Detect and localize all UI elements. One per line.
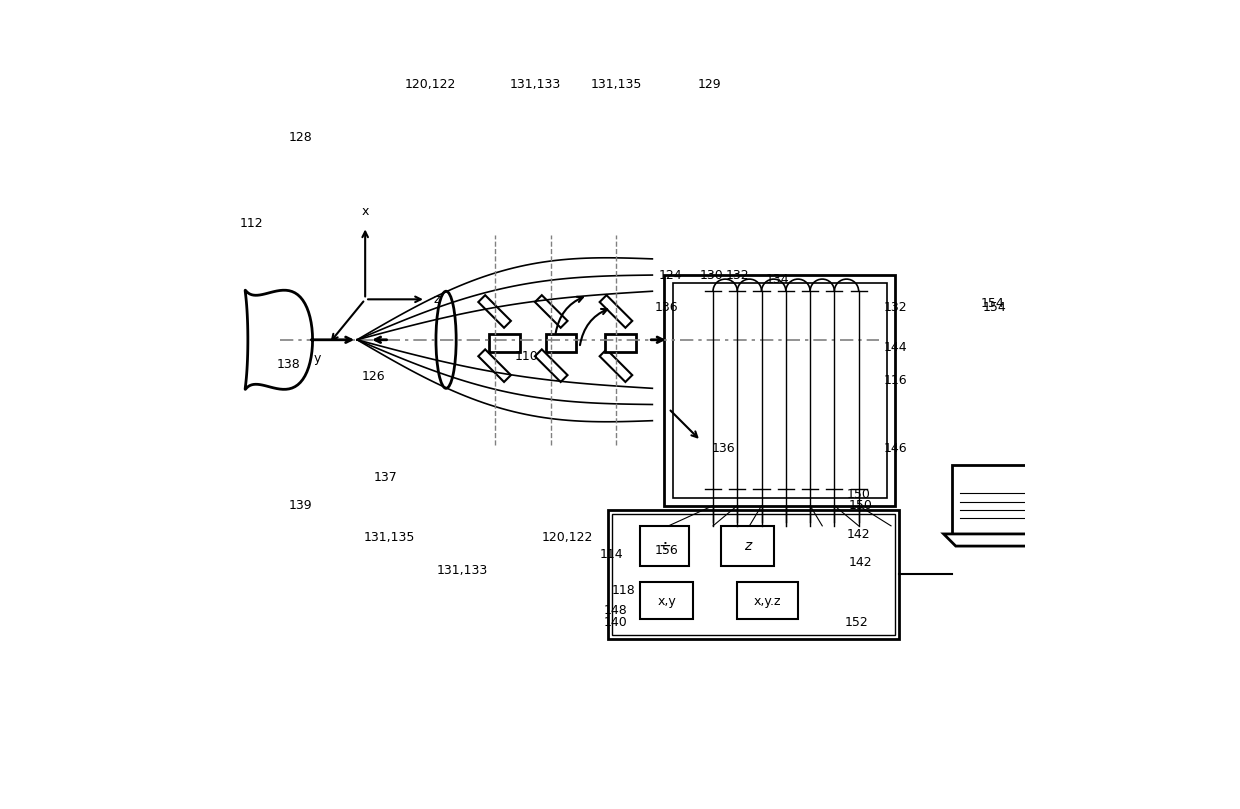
- Text: 131,135: 131,135: [590, 78, 641, 91]
- Text: 118: 118: [613, 584, 636, 597]
- Polygon shape: [944, 534, 1040, 546]
- Text: 138: 138: [277, 358, 300, 371]
- Text: 116: 116: [883, 374, 906, 387]
- Text: z: z: [744, 539, 751, 553]
- Text: 120,122: 120,122: [542, 532, 593, 544]
- Bar: [605, 334, 636, 352]
- Text: 131,135: 131,135: [363, 532, 415, 544]
- Text: 124: 124: [660, 269, 683, 282]
- Bar: [738, 582, 799, 619]
- Bar: [672, 283, 887, 498]
- Polygon shape: [479, 349, 511, 382]
- Text: 154: 154: [982, 301, 1007, 314]
- Text: 112: 112: [241, 217, 264, 230]
- Polygon shape: [600, 349, 632, 382]
- Bar: [546, 334, 577, 352]
- Text: z: z: [434, 293, 440, 306]
- Text: y: y: [314, 352, 321, 365]
- Text: 139: 139: [289, 499, 312, 512]
- Text: 132: 132: [883, 301, 906, 314]
- Text: 137: 137: [373, 471, 397, 484]
- Bar: [489, 334, 520, 352]
- Ellipse shape: [436, 291, 456, 388]
- Polygon shape: [534, 295, 568, 328]
- Text: 156: 156: [655, 544, 678, 557]
- Text: 150: 150: [848, 499, 872, 512]
- Bar: [951, 465, 1033, 534]
- Text: 136: 136: [712, 443, 735, 455]
- Text: 132: 132: [725, 269, 749, 282]
- Text: ÷: ÷: [658, 539, 671, 553]
- Text: 154: 154: [981, 298, 1004, 311]
- Polygon shape: [534, 349, 568, 382]
- Text: 131,133: 131,133: [510, 78, 560, 91]
- Text: 140: 140: [604, 616, 627, 629]
- Bar: [640, 582, 693, 619]
- Text: 148: 148: [604, 604, 627, 617]
- Text: x,y: x,y: [657, 595, 676, 608]
- Text: 152: 152: [846, 616, 869, 629]
- Text: 134: 134: [766, 273, 790, 286]
- Text: 110: 110: [515, 350, 539, 363]
- Text: 131,133: 131,133: [436, 564, 487, 577]
- Bar: [640, 526, 688, 566]
- Text: 136: 136: [655, 301, 678, 314]
- Polygon shape: [600, 295, 632, 328]
- Text: 128: 128: [289, 131, 312, 144]
- Text: 129: 129: [697, 78, 720, 91]
- Text: 146: 146: [883, 443, 906, 455]
- Text: 130: 130: [699, 269, 723, 282]
- Bar: [665, 275, 895, 506]
- Text: 150: 150: [847, 488, 870, 501]
- Text: x: x: [362, 205, 368, 218]
- Bar: [611, 514, 895, 635]
- Text: 142: 142: [848, 556, 872, 569]
- Polygon shape: [479, 295, 511, 328]
- Bar: [722, 526, 774, 566]
- Text: 144: 144: [883, 341, 906, 354]
- Text: 114: 114: [600, 548, 624, 561]
- Bar: [608, 510, 899, 639]
- Text: 120,122: 120,122: [404, 78, 455, 91]
- Text: 126: 126: [361, 371, 386, 383]
- Text: x,y.z: x,y.z: [754, 595, 781, 608]
- Text: 142: 142: [847, 528, 870, 541]
